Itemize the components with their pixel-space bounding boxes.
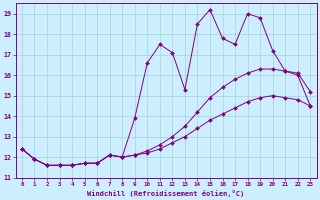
X-axis label: Windchill (Refroidissement éolien,°C): Windchill (Refroidissement éolien,°C): [87, 190, 245, 197]
